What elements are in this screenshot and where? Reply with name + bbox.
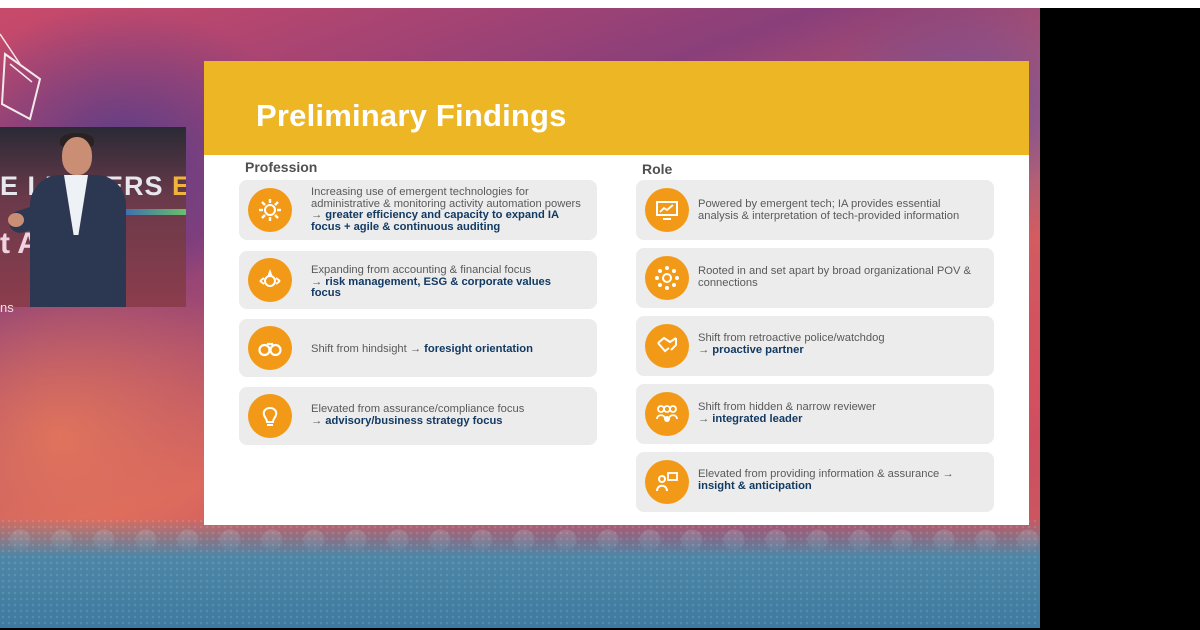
profession-card-text: Elevated from assurance/compliance focus… — [311, 403, 525, 427]
role-card-text: Powered by emergent tech; IA provides es… — [698, 198, 960, 222]
profession-card: Increasing use of emergent technologies … — [239, 180, 597, 240]
lantern-decoration-icon — [0, 33, 42, 121]
network-icon — [645, 256, 689, 300]
monitor-chart-icon — [645, 188, 689, 232]
speaker-head — [62, 137, 92, 175]
profession-card: Expanding from accounting & financial fo… — [239, 251, 597, 309]
presentation-slide: Preliminary Findings Profession Role Inc… — [204, 61, 1029, 525]
profession-card-text: Increasing use of emergent technologies … — [311, 186, 581, 233]
role-card-text: Elevated from providing information & as… — [698, 468, 954, 492]
gear-icon — [248, 188, 292, 232]
slide-title: Preliminary Findings — [256, 98, 567, 133]
profession-card-text: Shift from hindsight → foresight orienta… — [311, 343, 533, 355]
role-card-text: Shift from hidden & narrow reviewer → int… — [698, 401, 876, 425]
handshake-icon — [645, 324, 689, 368]
stage-caption: ns — [0, 300, 14, 315]
role-column-header: Role — [642, 161, 673, 177]
role-card-text: Rooted in and set apart by broad organiz… — [698, 265, 972, 289]
role-card-text: Shift from retroactive police/watchdog → … — [698, 332, 885, 356]
compass-icon — [248, 258, 292, 302]
speaker-hand — [8, 213, 24, 227]
audience-area — [0, 518, 1040, 628]
profession-card: Elevated from assurance/compliance focus… — [239, 387, 597, 445]
role-card: Shift from retroactive police/watchdog → … — [636, 316, 994, 376]
profession-card: Shift from hindsight → foresight orienta… — [239, 319, 597, 377]
profession-card-text: Expanding from accounting & financial fo… — [311, 264, 551, 299]
speaker-video-panel: E LEADERS EVOL t A Minc — [0, 127, 186, 307]
team-icon — [645, 392, 689, 436]
lightbulb-icon — [248, 394, 292, 438]
slide-header — [204, 61, 1029, 155]
role-card: Elevated from providing information & as… — [636, 452, 994, 512]
profession-column-header: Profession — [245, 159, 318, 175]
binoculars-icon — [248, 326, 292, 370]
presenter-icon — [645, 460, 689, 504]
role-card: Powered by emergent tech; IA provides es… — [636, 180, 994, 240]
role-card: Shift from hidden & narrow reviewer → int… — [636, 384, 994, 444]
banner-stripe — [120, 209, 186, 215]
top-border — [0, 0, 1200, 8]
role-card: Rooted in and set apart by broad organiz… — [636, 248, 994, 308]
